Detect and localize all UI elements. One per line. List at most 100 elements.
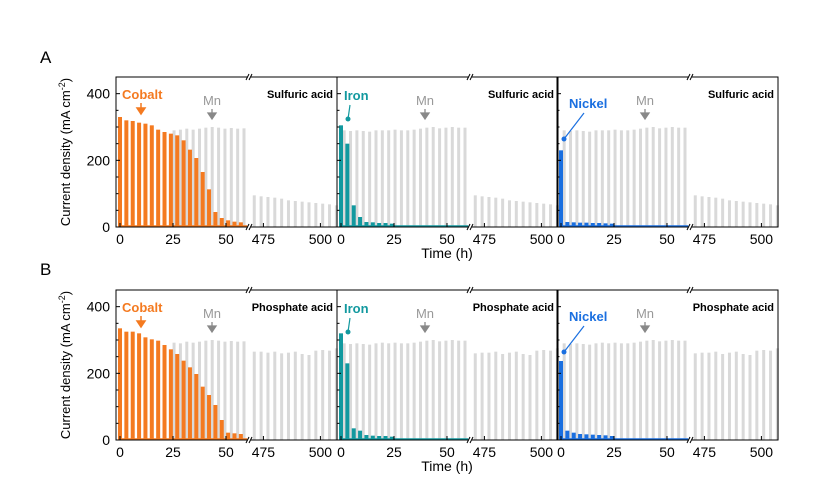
mn-bar — [210, 127, 214, 227]
mn-bar — [342, 343, 346, 440]
mn-bar — [355, 343, 359, 440]
x-tick-label: 475 — [473, 444, 497, 460]
mn-bar — [748, 355, 752, 440]
arrow-icon — [563, 112, 585, 140]
metal-bar — [584, 222, 589, 227]
electrolyte-label: Phosphate acid — [473, 302, 554, 314]
x-tick-label: 0 — [557, 231, 565, 247]
metal-bar — [377, 436, 382, 440]
mn-bar — [651, 340, 655, 440]
mn-bar — [431, 340, 435, 440]
x-axis-label: Time (h) — [421, 458, 473, 474]
metal-bar — [232, 433, 237, 440]
y-tick-label: 200 — [87, 365, 111, 381]
axis-break-mark — [466, 73, 474, 81]
metal-bar — [578, 434, 583, 440]
mn-bar — [473, 353, 477, 440]
metal-bar — [200, 386, 205, 440]
metal-bar — [175, 135, 180, 227]
mn-bar — [664, 340, 668, 440]
mn-bar — [463, 127, 467, 227]
x-tick-label: 0 — [116, 444, 124, 460]
mn-bar — [457, 340, 461, 440]
axis-break-mark — [686, 436, 694, 444]
mn-bar — [677, 127, 681, 227]
mn-bar — [677, 340, 681, 440]
mn-bar — [198, 341, 201, 440]
x-tick-label: 50 — [439, 231, 455, 247]
metal-bar — [377, 223, 382, 227]
mn-bar — [450, 340, 454, 440]
mn-bar — [594, 343, 598, 440]
mn-bar — [368, 131, 372, 227]
mn-bar — [178, 129, 182, 227]
x-tick-label: 475 — [473, 231, 497, 247]
panel-nickel-sulfuric: 0 25 50 475 500 Sulfuric acid Nickel Mn — [556, 73, 779, 247]
metal-bar — [118, 117, 122, 227]
mn-bar — [236, 341, 240, 440]
mn-bar — [334, 205, 338, 227]
mn-bar — [259, 351, 263, 440]
mn-bar — [393, 129, 397, 227]
metal-bar — [137, 122, 142, 227]
metal-bar — [565, 222, 570, 227]
mn-bar — [514, 201, 518, 227]
metal-bar — [207, 395, 212, 440]
x-tick-label: 50 — [439, 444, 455, 460]
mn-bar — [734, 201, 738, 227]
mn-label: Mn — [203, 93, 221, 108]
mn-label: Mn — [416, 306, 434, 321]
mn-bar — [626, 343, 630, 440]
mn-bar — [412, 342, 416, 440]
mn-bar — [569, 131, 573, 227]
mn-bar — [632, 129, 636, 227]
metal-bar — [187, 149, 192, 227]
mn-bar — [444, 127, 448, 227]
mn-bar — [507, 352, 511, 440]
mn-bar — [419, 341, 422, 440]
arrow-icon — [419, 322, 431, 334]
mn-bar — [480, 196, 484, 227]
mn-bar — [300, 354, 304, 440]
mn-bar — [658, 128, 662, 227]
metal-bar — [194, 158, 199, 227]
mn-bar — [293, 351, 297, 440]
arrow-icon — [639, 109, 651, 121]
axis-break-mark — [466, 223, 474, 231]
metal-bar — [351, 428, 356, 440]
mn-bar — [748, 202, 752, 227]
mn-bar — [252, 195, 256, 227]
mn-bar — [242, 128, 246, 227]
y-tick-label: 400 — [87, 299, 111, 315]
metal-bar — [219, 420, 224, 440]
mn-bar — [700, 352, 704, 440]
mn-bar — [314, 203, 318, 227]
mn-bar — [528, 355, 532, 440]
mn-bar — [607, 343, 611, 440]
metal-bar — [149, 125, 154, 227]
axis-break-mark — [466, 286, 474, 294]
metal-bar — [597, 435, 602, 440]
mn-bar — [721, 354, 725, 440]
x-tick-label: 25 — [386, 444, 402, 460]
mn-bar — [286, 352, 290, 440]
mn-bar — [463, 340, 467, 440]
mn-bar — [600, 130, 604, 227]
mn-bar — [457, 127, 461, 227]
x-tick-label: 0 — [337, 444, 345, 460]
mn-bar — [198, 128, 201, 227]
arrowhead — [345, 116, 351, 122]
mn-bar — [581, 131, 585, 227]
mn-bar — [645, 340, 649, 440]
mn-bar — [575, 343, 579, 440]
metal-label: Cobalt — [122, 87, 163, 102]
arrow-icon — [419, 109, 431, 121]
metal-bar — [168, 133, 173, 227]
electrolyte-label: Phosphate acid — [693, 302, 774, 314]
axis-break-mark — [686, 223, 694, 231]
mn-label: Mn — [636, 93, 654, 108]
x-tick-label: 500 — [750, 231, 774, 247]
mn-bar — [613, 342, 617, 440]
mn-bar — [607, 130, 611, 227]
